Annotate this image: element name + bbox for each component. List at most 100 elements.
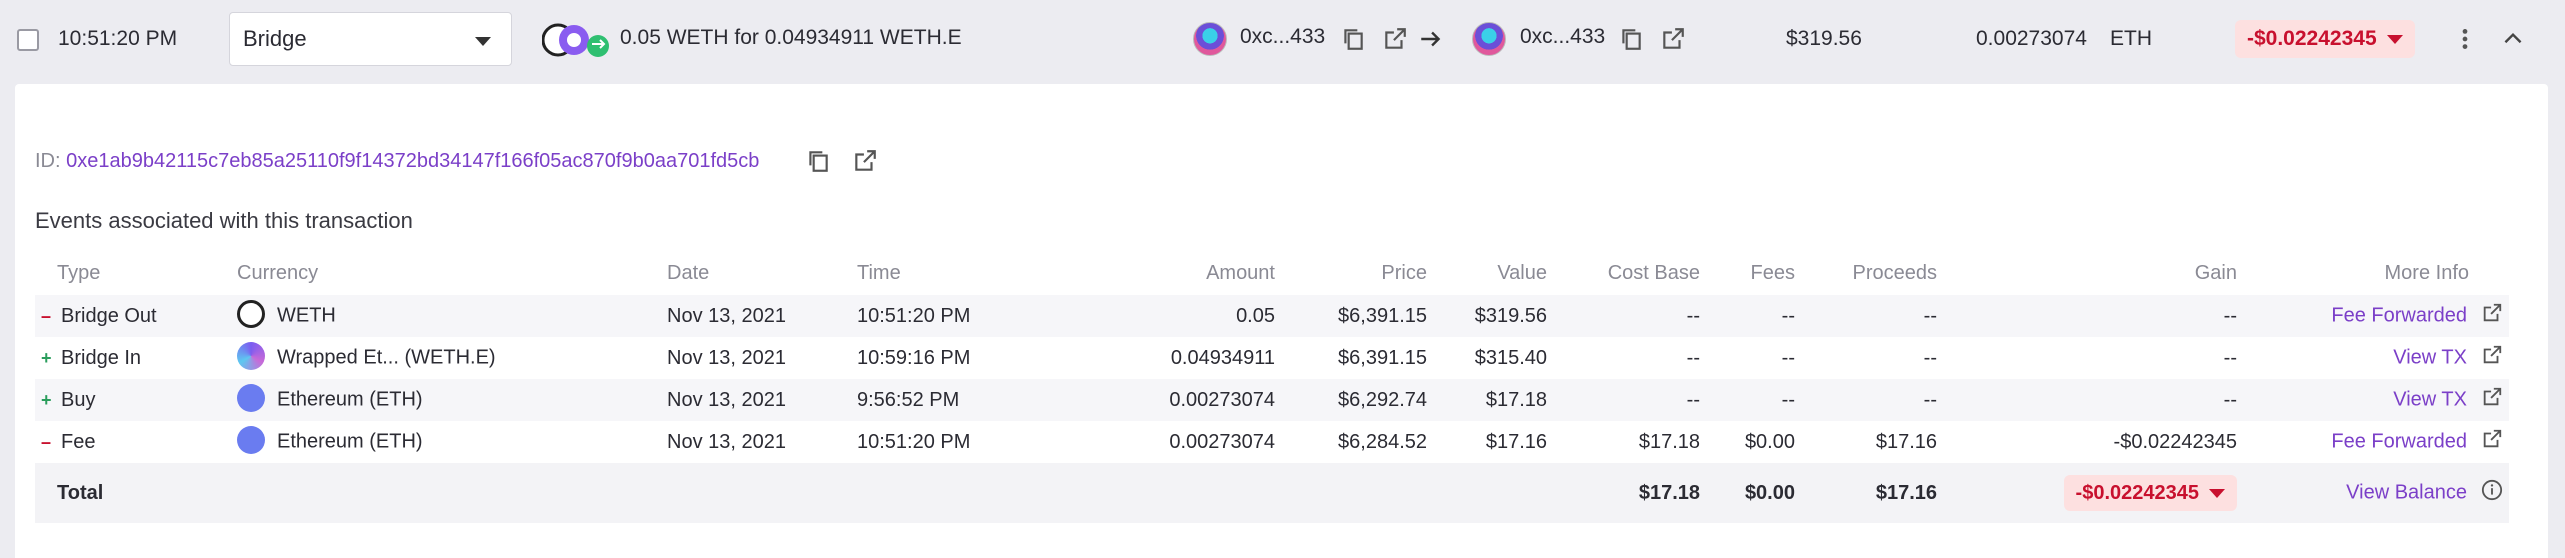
event-time: 10:59:16 PM: [857, 346, 971, 369]
total-label: Total: [35, 463, 231, 523]
event-date: Nov 13, 2021: [667, 346, 786, 369]
external-link-icon[interactable]: [1382, 26, 1408, 52]
total-gain-badge[interactable]: -$0.02242345: [2063, 475, 2237, 511]
event-currency: Wrapped Et... (WETH.E): [277, 346, 496, 369]
event-amount: 0.05: [1051, 295, 1281, 337]
header-currency: Currency: [237, 261, 319, 284]
table-row: + Bridge In Wrapped Et... (WETH.E) Nov 13…: [35, 337, 2509, 379]
event-time: 10:51:20 PM: [857, 430, 971, 453]
header-time: Time: [857, 261, 901, 284]
header-date: Date: [667, 261, 710, 284]
total-cost-base: $17.18: [1553, 463, 1706, 523]
header-value: Value: [1497, 261, 1547, 284]
view-tx-link[interactable]: View TX: [2393, 346, 2467, 369]
event-gain: -$0.02242345: [2113, 430, 2237, 453]
weth-e-icon: [237, 342, 265, 370]
from-address: 0xc...433: [1240, 25, 1326, 48]
copy-icon[interactable]: [805, 148, 831, 174]
total-gain-value: -$0.02242345: [2075, 481, 2199, 504]
external-link-icon[interactable]: [2481, 302, 2503, 330]
header-amount: Amount: [1206, 261, 1275, 284]
event-fees: --: [1781, 346, 1795, 369]
event-type: Bridge In: [61, 346, 142, 369]
external-link-icon[interactable]: [852, 148, 878, 174]
external-link-icon[interactable]: [2481, 428, 2503, 456]
total-proceeds: $17.16: [1801, 463, 1943, 523]
bridge-pair-icon: [541, 22, 612, 58]
id-link[interactable]: 0xe1ab9b42115c7eb85a25110f9f14372bd34147…: [66, 150, 760, 172]
ethereum-icon: [237, 384, 265, 412]
transaction-id: ID: 0xe1ab9b42115c7eb85a25110f9f14372bd3…: [35, 150, 759, 173]
gain-badge[interactable]: -$0.02242345: [2235, 20, 2415, 58]
event-value: $319.56: [1433, 295, 1553, 337]
type-select[interactable]: Bridge: [229, 12, 512, 66]
event-currency: Ethereum (ETH): [277, 430, 423, 453]
event-date: Nov 13, 2021: [661, 379, 851, 421]
ethereum-icon: [237, 426, 265, 454]
row-fee-currency: ETH: [2110, 27, 2152, 50]
event-amount: 0.00273074: [1169, 430, 1275, 453]
event-date: Nov 13, 2021: [667, 430, 786, 453]
event-currency: WETH: [277, 304, 336, 327]
events-heading: Events associated with this transaction: [35, 208, 413, 233]
header-type: Type: [57, 261, 101, 284]
table-row: + Buy Ethereum (ETH) Nov 13, 2021 9:56:52…: [35, 379, 2509, 421]
event-price: $6,284.52: [1338, 430, 1427, 453]
header-fees: Fees: [1750, 261, 1795, 284]
chevron-up-icon[interactable]: [2500, 26, 2526, 52]
total-fees: $0.00: [1706, 463, 1801, 523]
caret-down-icon: [2209, 488, 2225, 498]
weth-icon: [237, 300, 265, 328]
table-row: – Bridge Out WETH Nov 13, 2021 10:51:20 P…: [35, 295, 2509, 337]
event-fees: --: [1706, 379, 1801, 421]
more-vert-icon[interactable]: [2452, 26, 2478, 52]
event-type: Bridge Out: [61, 304, 157, 327]
event-cost-base: --: [1553, 295, 1706, 337]
header-cost-base: Cost Base: [1607, 261, 1700, 284]
caret-down-icon: [2386, 34, 2403, 44]
header-proceeds: Proceeds: [1852, 261, 1938, 284]
table-row: – Fee Ethereum (ETH) Nov 13, 2021 10:51:2…: [35, 421, 2509, 463]
event-proceeds: --: [1923, 346, 1937, 369]
event-proceeds: $17.16: [1875, 430, 1937, 453]
id-label: ID:: [35, 150, 61, 172]
event-cost-base: $17.18: [1638, 430, 1700, 453]
type-select-value: Bridge: [243, 26, 307, 51]
event-value: $315.40: [1474, 346, 1547, 369]
event-gain: --: [1943, 379, 2243, 421]
event-time: 9:56:52 PM: [851, 379, 1051, 421]
arrow-right-icon: [1418, 26, 1444, 52]
external-link-icon[interactable]: [2481, 344, 2503, 372]
table-header-row: Type Currency Date Time Amount Price Val…: [35, 251, 2509, 295]
header-price: Price: [1381, 261, 1427, 284]
sign-minus: –: [41, 431, 52, 452]
copy-icon[interactable]: [1618, 26, 1644, 52]
copy-icon[interactable]: [1340, 26, 1366, 52]
row-time: 10:51:20 PM: [58, 27, 178, 50]
view-balance-link[interactable]: View Balance: [2346, 481, 2467, 504]
event-type: Buy: [61, 388, 96, 411]
event-amount: 0.04934911: [1170, 346, 1275, 369]
event-value: $17.16: [1485, 430, 1547, 453]
external-link-icon[interactable]: [2481, 386, 2503, 414]
row-checkbox[interactable]: [17, 29, 39, 51]
sign-plus: +: [41, 389, 52, 410]
to-address: 0xc...433: [1520, 25, 1606, 48]
info-icon[interactable]: [2481, 479, 2503, 507]
event-cost-base: --: [1553, 379, 1706, 421]
from-avatar: [1193, 22, 1227, 56]
event-gain: --: [2223, 346, 2237, 369]
row-value: $319.56: [1786, 27, 1862, 50]
row-fee-amount: 0.00273074: [1976, 27, 2087, 50]
header-gain: Gain: [2194, 261, 2237, 284]
fee-forwarded-link[interactable]: Fee Forwarded: [2331, 430, 2467, 453]
transaction-row: 10:51:20 PM Bridge 0.05 WETH for 0.04934…: [0, 0, 2565, 78]
event-amount: 0.00273074: [1051, 379, 1281, 421]
external-link-icon[interactable]: [1660, 26, 1686, 52]
view-tx-link[interactable]: View TX: [2393, 388, 2467, 411]
event-gain: --: [1943, 295, 2243, 337]
sign-plus: +: [41, 347, 52, 368]
event-price: $6,391.15: [1338, 346, 1427, 369]
fee-forwarded-link[interactable]: Fee Forwarded: [2331, 304, 2467, 327]
event-value: $17.18: [1433, 379, 1553, 421]
